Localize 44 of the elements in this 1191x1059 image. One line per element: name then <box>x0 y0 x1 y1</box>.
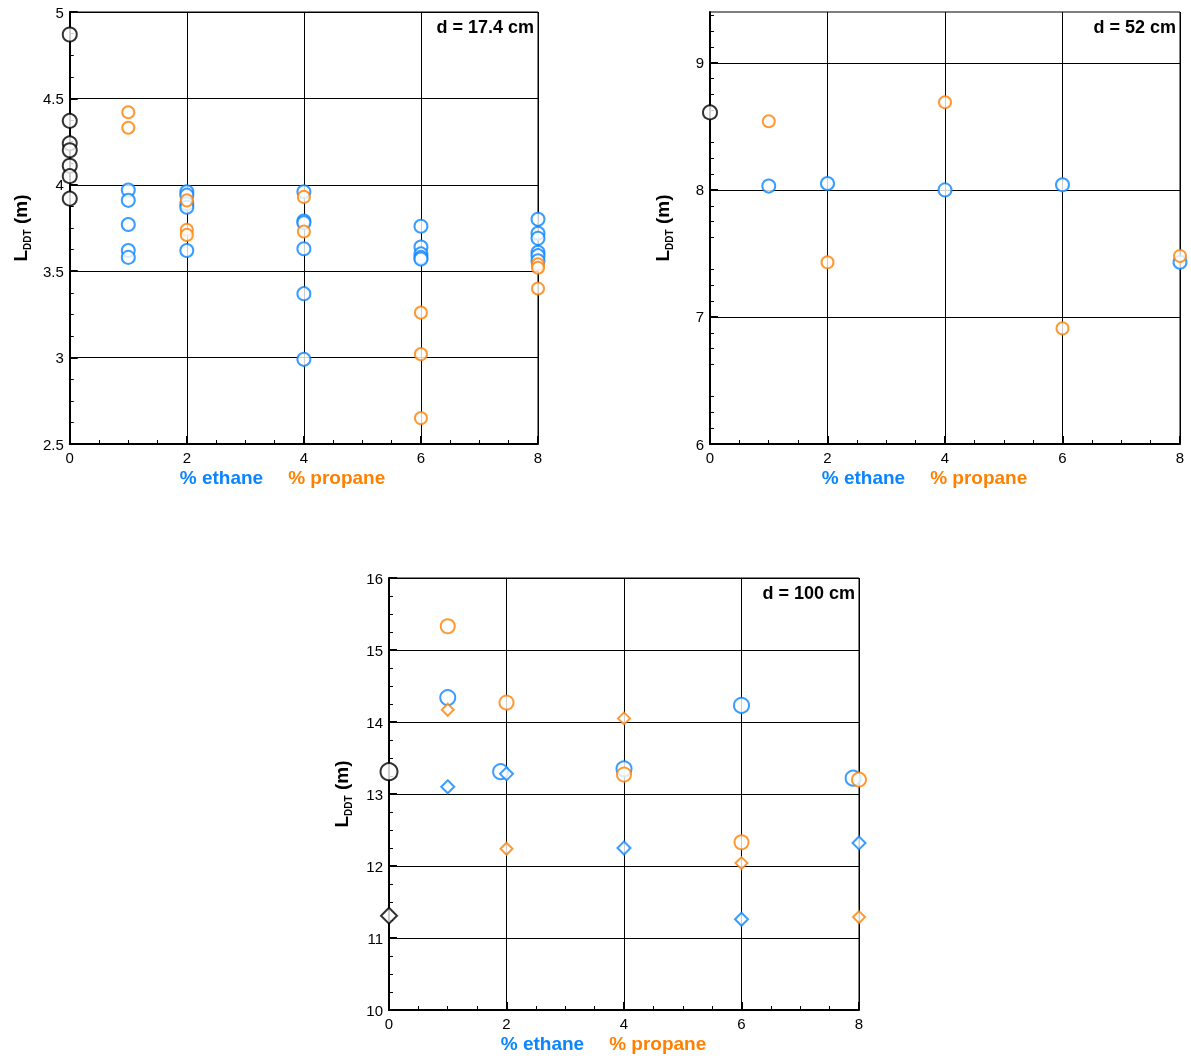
x-tick-label: 2 <box>502 1015 511 1032</box>
y-tick-label: 4 <box>55 176 64 194</box>
annotation: d = 17.4 cm <box>436 17 534 37</box>
x-tick-label: 0 <box>705 449 715 466</box>
x-tick-label: 4 <box>619 1015 629 1032</box>
y-tick-label: 14 <box>366 713 383 731</box>
x-tick-label: 8 <box>533 449 543 466</box>
x-tick-label: 2 <box>182 449 191 466</box>
x-tick-label: 0 <box>384 1015 394 1032</box>
text: % propane <box>930 467 1028 488</box>
annotation: d = 52 cm <box>1093 17 1176 37</box>
y-axis-title: LDDT (m) <box>330 760 354 828</box>
y-tick-label: 2.5 <box>42 435 64 453</box>
y-axis-title: LDDT (m) <box>9 194 33 262</box>
y-tick-label: 16 <box>366 569 383 587</box>
y-tick-label: 13 <box>366 785 383 803</box>
y-tick-label: 8 <box>695 181 704 199</box>
y-tick-label: 7 <box>695 308 704 326</box>
x-tick-label: 8 <box>1175 449 1185 466</box>
x-tick-label: 2 <box>823 449 832 466</box>
text: % ethane <box>179 467 264 488</box>
text: % ethane <box>500 1033 585 1054</box>
y-tick-label: 5 <box>55 3 64 21</box>
x-tick-label: 0 <box>65 449 74 466</box>
x-tick-label: 6 <box>737 1015 746 1032</box>
y-tick-label: 3.5 <box>42 262 64 280</box>
y-tick-label: 9 <box>695 54 704 72</box>
text: % propane <box>288 467 386 488</box>
y-tick-label: 6 <box>695 435 704 453</box>
y-tick-label: 3 <box>55 349 64 367</box>
y-tick-label: 4.5 <box>42 89 64 107</box>
x-tick-label: 6 <box>416 449 426 466</box>
text: % propane <box>609 1033 707 1054</box>
y-axis-title: LDDT (m) <box>651 194 675 262</box>
x-tick-label: 4 <box>299 449 309 466</box>
x-tick-label: 8 <box>854 1015 864 1032</box>
x-tick-label: 4 <box>940 449 950 466</box>
annotation: d = 100 cm <box>762 583 855 603</box>
x-tick-label: 6 <box>1058 449 1067 466</box>
y-tick-label: 11 <box>367 929 383 947</box>
y-tick-label: 15 <box>366 641 383 659</box>
y-tick-label: 12 <box>366 857 383 875</box>
y-tick-label: 10 <box>366 1001 383 1019</box>
text: % ethane <box>821 467 906 488</box>
